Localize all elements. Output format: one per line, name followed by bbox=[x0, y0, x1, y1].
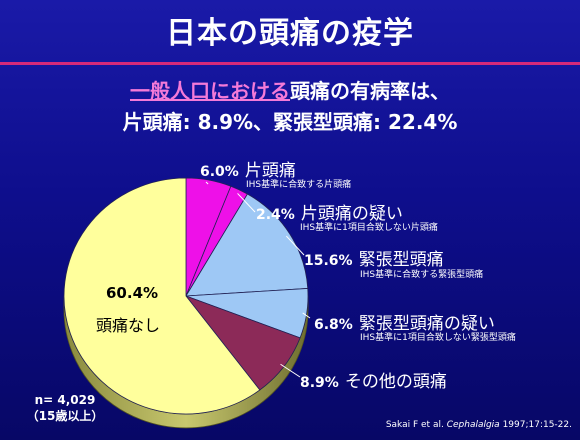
citation: Sakai F et al. Cephalalgia 1997;17:15-22… bbox=[386, 420, 572, 430]
citation-rest: 1997;17:15-22. bbox=[499, 420, 572, 430]
sample-n: n= 4,029 bbox=[34, 393, 96, 407]
leader-line bbox=[205, 181, 209, 185]
subtitle-highlight: 一般人口における bbox=[130, 79, 290, 103]
slice-label-probable-tension-type: 6.8% 緊張型頭痛の疑い bbox=[314, 314, 495, 334]
slice-label-tension-type: 15.6% 緊張型頭痛 bbox=[304, 250, 444, 270]
title-divider bbox=[0, 62, 580, 65]
slice-note-tension-type: IHS基準に合致する緊張型頭痛 bbox=[360, 270, 484, 280]
slice-note-probable-tension-type: IHS基準に1項目合致しない緊張型頭痛 bbox=[360, 333, 516, 343]
slide-title: 日本の頭痛の疫学 bbox=[166, 16, 414, 51]
slice-note-migraine: IHS基準に合致する片頭痛 bbox=[246, 180, 352, 190]
pie-slices bbox=[63, 177, 309, 415]
leader-line bbox=[237, 193, 256, 213]
subtitle-line-1: 一般人口における頭痛の有病率は、 bbox=[0, 75, 580, 104]
sample-size: n= 4,029 （15歳以上） bbox=[20, 393, 110, 424]
subtitle-rest: 頭痛の有病率は、 bbox=[290, 79, 450, 103]
subtitle-line-2: 片頭痛: 8.9%、緊張型頭痛: 22.4% bbox=[122, 110, 458, 134]
citation-authors: Sakai F et al. bbox=[385, 420, 447, 430]
leader-line bbox=[285, 235, 305, 256]
slice-label-no-headache-pct: 60.4% bbox=[106, 284, 159, 302]
leader-line bbox=[302, 312, 311, 319]
leader-line bbox=[280, 363, 301, 378]
slice-no-headache bbox=[63, 177, 261, 415]
slice-label-probable-migraine: 2.4% 片頭痛の疑い bbox=[256, 204, 403, 224]
slice-label-other-headache: 8.9% その他の頭痛 bbox=[300, 372, 447, 392]
slice-note-probable-migraine: IHS基準に1項目合致しない片頭痛 bbox=[300, 223, 438, 233]
sample-age: （15歳以上） bbox=[26, 409, 104, 423]
slice-tension-type bbox=[185, 193, 309, 297]
pie-leader-lines bbox=[205, 181, 311, 378]
slice-label-no-headache-name: 頭痛なし bbox=[96, 316, 161, 335]
citation-journal: Cephalalgia bbox=[446, 420, 500, 430]
slice-label-migraine: 6.0% 片頭痛 bbox=[200, 161, 296, 181]
